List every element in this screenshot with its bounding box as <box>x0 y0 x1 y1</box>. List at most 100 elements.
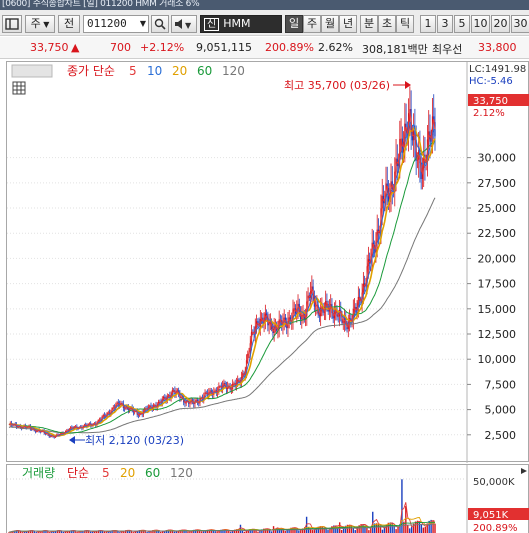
volume-bar <box>323 527 325 533</box>
interval-button-5[interactable]: 5 <box>454 15 470 33</box>
speaker-icon[interactable]: ▼ <box>171 15 197 33</box>
volume-bar <box>31 530 34 533</box>
volume-bar <box>356 527 358 533</box>
price-y-axis: 30,000 27,500 25,000 22,500 20,000 17,500 15,0… <box>467 152 516 442</box>
volume-bar <box>86 530 88 533</box>
volume-bar <box>43 530 45 533</box>
volume-bar <box>175 531 177 533</box>
volume-bar <box>144 531 146 533</box>
volume-bar <box>195 529 197 533</box>
volume-bar <box>352 528 355 533</box>
low-marker-icon <box>69 436 85 444</box>
volume-bar <box>399 524 401 533</box>
stock-name-field[interactable]: 신 HMM <box>200 15 282 33</box>
volume-bar <box>19 531 22 533</box>
volume-bar <box>377 524 380 533</box>
legend-ma-60: 60 <box>197 64 212 78</box>
price-chart[interactable]: 30,000 27,500 25,000 22,500 20,000 17,500 15,0… <box>7 62 529 463</box>
market-select[interactable]: 주 ▼ <box>25 15 55 33</box>
volume-bar <box>68 530 71 533</box>
volume-bar <box>309 528 312 533</box>
volume-bar <box>179 529 181 533</box>
price-change: 700 <box>110 41 131 54</box>
volume-bar <box>196 529 199 533</box>
volume-bar <box>130 531 133 533</box>
up-arrow-icon: ▲ <box>71 41 80 54</box>
volume-bar <box>379 526 382 533</box>
period-tab-0[interactable]: 일 <box>285 15 303 33</box>
volume-bar <box>204 530 207 533</box>
volume-bar <box>268 529 271 533</box>
interval-button-20[interactable]: 20 <box>491 15 510 33</box>
volume-bar <box>54 530 57 533</box>
volume-bar <box>134 531 137 533</box>
volume-bar <box>276 528 279 533</box>
volume-bar <box>368 530 370 533</box>
volume-bar <box>335 525 337 533</box>
interval-button-30[interactable]: 30 <box>511 15 529 33</box>
period-tab-6[interactable]: 틱 <box>396 15 414 33</box>
volume-bar <box>165 529 168 533</box>
period-tab-4[interactable]: 분 <box>360 15 378 33</box>
volume-bar <box>210 529 213 533</box>
search-icon[interactable] <box>151 15 169 33</box>
volume-bar <box>183 529 185 533</box>
volume-bar <box>385 524 388 533</box>
volume-bar <box>99 530 102 533</box>
volume-bar <box>97 530 100 533</box>
volume-bar <box>434 523 436 533</box>
ma-line-20 <box>8 127 436 437</box>
price-chart-panel[interactable]: 30,000 27,500 25,000 22,500 20,000 17,500 15,0… <box>6 61 529 463</box>
volume-bar <box>220 529 222 533</box>
interval-button-3[interactable]: 3 <box>437 15 453 33</box>
volume-bar <box>228 530 230 533</box>
volume-bar <box>89 531 92 533</box>
volume-bar <box>37 531 39 533</box>
price-tick-label: 27,500 <box>478 177 517 190</box>
volume-bar <box>373 523 376 533</box>
volume-bar <box>206 529 209 533</box>
period-tab-1[interactable]: 주 <box>303 15 321 33</box>
current-price: 33,750 <box>30 41 69 54</box>
volume-legend-ma-120: 120 <box>170 466 193 480</box>
volume-bar <box>414 521 417 533</box>
period-tab-2[interactable]: 월 <box>321 15 339 33</box>
volume-bar <box>208 529 211 533</box>
volume-bar <box>255 530 257 533</box>
stock-code-input[interactable]: 011200 ▼ <box>83 15 149 33</box>
grid-toggle-icon[interactable] <box>12 81 26 95</box>
period-tab-5[interactable]: 초 <box>378 15 396 33</box>
volume-bar <box>296 528 298 533</box>
period-tab-3[interactable]: 년 <box>339 15 357 33</box>
volume-bar <box>243 531 246 533</box>
legend-ma-10: 10 <box>147 64 162 78</box>
volume-chart-panel[interactable]: 거래량 단순 5 20 60 120 50,000K 9,051K 200.89% <box>6 464 529 533</box>
volume-bar <box>128 530 131 533</box>
volume-chart[interactable]: 거래량 단순 5 20 60 120 50,000K 9,051K 200.89% <box>7 465 529 533</box>
volume-bar <box>107 531 109 533</box>
volume-bar <box>410 526 413 533</box>
volume-bar <box>284 530 286 533</box>
trade-amount: 308,181백만 <box>362 43 428 56</box>
interval-button-1[interactable]: 1 <box>420 15 436 33</box>
price-tick-label: 20,000 <box>478 252 517 265</box>
volume-bar <box>331 526 333 533</box>
volume-bar <box>362 524 364 533</box>
ma-line-120 <box>8 197 436 434</box>
volume-ma-line-120 <box>8 523 435 533</box>
volume-bar <box>200 531 203 533</box>
volume-bar <box>270 531 273 533</box>
volume-bar <box>329 527 331 533</box>
interval-button-10[interactable]: 10 <box>471 15 490 33</box>
volume-bar <box>84 530 86 533</box>
volume-bar <box>163 530 166 533</box>
volume-bar <box>27 530 30 533</box>
volume-bar <box>245 530 248 533</box>
mode-button[interactable]: 전 <box>58 15 80 33</box>
chart-menu-icon[interactable] <box>2 15 22 33</box>
volume-legend-ma-5: 5 <box>102 466 110 480</box>
volume-bar <box>325 529 327 533</box>
best-bid-label: 최우선 <box>432 43 463 56</box>
volume-bar <box>123 530 125 533</box>
price-grid <box>7 157 467 436</box>
